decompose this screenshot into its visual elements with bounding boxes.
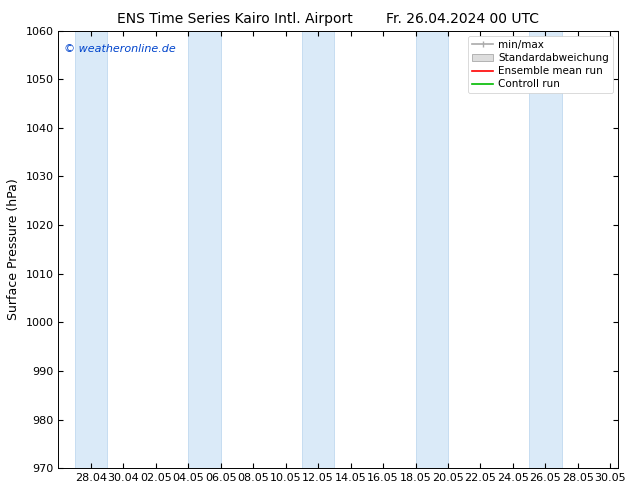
Y-axis label: Surface Pressure (hPa): Surface Pressure (hPa) xyxy=(7,178,20,320)
Text: © weatheronline.de: © weatheronline.de xyxy=(64,44,176,54)
Bar xyxy=(302,30,334,468)
Bar xyxy=(75,30,107,468)
Text: Fr. 26.04.2024 00 UTC: Fr. 26.04.2024 00 UTC xyxy=(386,12,540,26)
Bar xyxy=(415,30,448,468)
Text: ENS Time Series Kairo Intl. Airport: ENS Time Series Kairo Intl. Airport xyxy=(117,12,353,26)
Bar xyxy=(188,30,221,468)
Legend: min/max, Standardabweichung, Ensemble mean run, Controll run: min/max, Standardabweichung, Ensemble me… xyxy=(468,36,613,94)
Bar xyxy=(529,30,562,468)
